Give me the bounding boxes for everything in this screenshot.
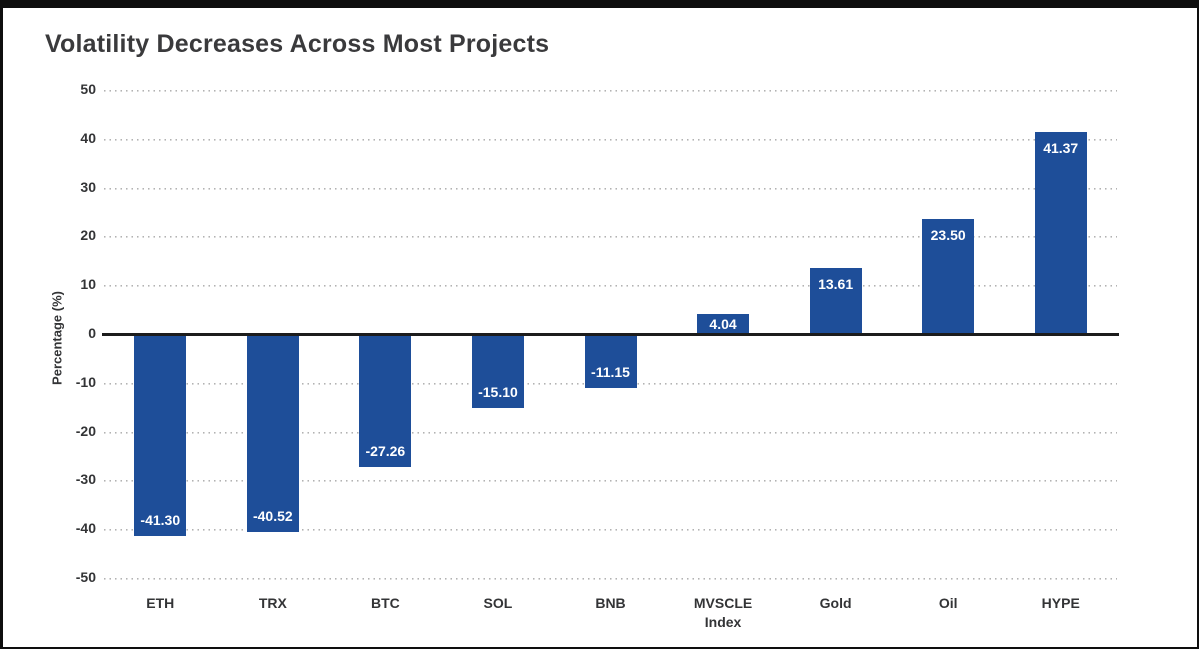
chart-title: Volatility Decreases Across Most Project… — [45, 30, 550, 58]
bar-BNB — [584, 334, 637, 389]
x-category-label: HYPE — [1041, 595, 1080, 611]
bar-value-label: -40.52 — [252, 507, 293, 524]
x-category-label: BNB — [595, 595, 626, 611]
bar-value-label: -15.10 — [478, 383, 518, 400]
bar-value-label: 4.04 — [709, 315, 737, 332]
zero-axis-line — [102, 333, 1119, 336]
bar-value-label: 41.37 — [1043, 140, 1079, 157]
gridline — [104, 187, 1117, 190]
x-category-label: MVSCLE Index — [693, 595, 753, 630]
bar-BTC — [359, 334, 412, 468]
bar-value-label: 23.50 — [930, 227, 966, 244]
plot-area: -41.30 -40.52 -27.26 -15.10 -11.15 4.04 13.61 2… — [102, 90, 1119, 580]
bar-value-label: -11.15 — [591, 364, 630, 381]
gridline — [104, 90, 1117, 92]
y-tick-label: 0 — [88, 325, 96, 341]
gridline — [104, 236, 1117, 239]
bar-HYPE — [1034, 132, 1087, 334]
gridline — [104, 285, 1117, 288]
gridline — [104, 138, 1117, 141]
y-tick-label: -30 — [75, 471, 96, 488]
y-tick-label: -20 — [75, 422, 96, 439]
bar-MVSCLE-Index — [697, 314, 750, 334]
y-tick-label: -10 — [75, 373, 96, 390]
x-category-label: TRX — [258, 595, 287, 611]
bar-Oil — [922, 219, 975, 334]
bar-value-label: 13.61 — [818, 275, 854, 292]
x-category-label: ETH — [146, 595, 175, 611]
bar-SOL — [471, 334, 524, 408]
y-tick-label: 20 — [80, 227, 96, 244]
x-category-label: Gold — [819, 595, 852, 611]
bar-Gold — [809, 267, 862, 334]
x-category-label: SOL — [483, 595, 513, 611]
y-tick-label: -40 — [75, 520, 96, 537]
gridline — [104, 431, 1117, 434]
chart-canvas: Volatility Decreases Across Most Project… — [3, 8, 1197, 647]
gridline — [104, 529, 1117, 532]
y-tick-label: 10 — [80, 276, 96, 293]
gridline — [104, 480, 1117, 483]
x-category-label: BTC — [370, 595, 400, 611]
y-tick-label: 30 — [80, 178, 96, 195]
bar-value-label: -41.30 — [140, 511, 181, 528]
bar-value-label: -27.26 — [365, 443, 406, 460]
bar-TRX — [246, 334, 299, 532]
bar-ETH — [134, 334, 187, 536]
y-tick-label: -50 — [75, 569, 96, 585]
gridline — [104, 578, 1117, 580]
x-category-label: Oil — [938, 595, 958, 611]
y-tick-label: 50 — [80, 81, 96, 97]
y-tick-label: 40 — [80, 129, 96, 146]
